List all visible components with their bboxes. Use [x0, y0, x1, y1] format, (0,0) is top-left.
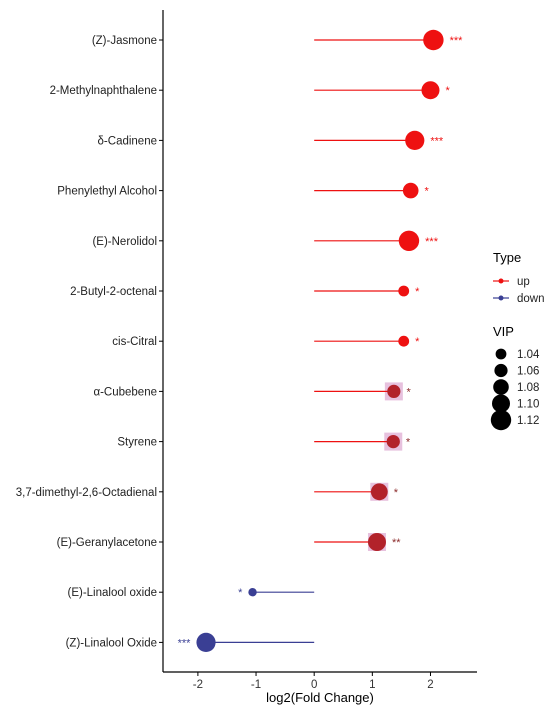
x-axis-title: log2(Fold Change)	[266, 690, 374, 705]
legend-key-dot	[498, 295, 504, 301]
axes: (Z)-Jasmone 2-Methylnaphthalene δ-Cadinene…	[16, 10, 477, 705]
significance-label: *	[415, 336, 420, 348]
significance-label: ***	[178, 637, 192, 649]
legend-size-dot	[495, 348, 507, 360]
lollipop-point	[398, 230, 420, 251]
legend-size-dot	[494, 363, 508, 378]
y-tick-label: 2-Butyl-2-octenal	[70, 286, 157, 298]
y-tick-label: Phenylethyl Alcohol	[57, 186, 157, 198]
y-tick-label: cis-Citral	[112, 336, 157, 348]
plot-area: **********************	[178, 29, 464, 653]
significance-label: ***	[425, 236, 439, 248]
y-tick-label: α-Cubebene	[93, 386, 157, 398]
y-tick-label: (E)-Linalool oxide	[68, 587, 158, 599]
lollipop-point	[398, 335, 410, 347]
y-tick-label: (E)-Geranylacetone	[57, 537, 157, 549]
significance-label: *	[238, 587, 243, 599]
significance-label: *	[394, 487, 399, 499]
significance-label: *	[406, 386, 411, 398]
x-tick-label: 2	[427, 679, 433, 691]
lollipop-point	[398, 285, 410, 297]
x-tick-label: -2	[193, 679, 203, 691]
y-tick-label: 3,7-dimethyl-2,6-Octadienal	[16, 487, 157, 499]
lollipop-point	[423, 29, 444, 51]
y-tick-label: (Z)-Linalool Oxide	[66, 637, 157, 649]
y-tick-label: Styrene	[117, 437, 157, 449]
legend-label: up	[517, 276, 530, 288]
lollipop-point	[367, 533, 386, 551]
legend-size-dot	[492, 394, 510, 413]
lollipop-point	[248, 588, 257, 597]
legend-size-dot	[493, 379, 509, 395]
legend-label: down	[517, 293, 545, 305]
y-tick-label: (E)-Nerolidol	[92, 236, 157, 248]
significance-label: **	[392, 537, 401, 549]
x-tick-label: -1	[251, 679, 261, 691]
legend-label: 1.12	[517, 415, 539, 427]
legend-label: 1.10	[517, 399, 539, 411]
y-tick-label: 2-Methylnaphthalene	[50, 85, 157, 97]
lollipop-point	[421, 81, 440, 100]
legend-label: 1.04	[517, 349, 540, 361]
lollipop-point	[386, 435, 400, 449]
significance-label: *	[425, 186, 430, 198]
significance-label: ***	[430, 135, 444, 147]
significance-label: *	[445, 85, 450, 97]
significance-label: *	[415, 286, 420, 298]
legend-title-type: Type	[493, 250, 521, 265]
significance-label: ***	[450, 35, 464, 47]
x-tick-label: 1	[369, 679, 375, 691]
y-tick-label: δ-Cadinene	[98, 135, 157, 147]
lollipop-point	[405, 130, 425, 150]
y-tick-label: (Z)-Jasmone	[92, 35, 157, 47]
legend-label: 1.06	[517, 366, 539, 378]
lollipop-point	[196, 632, 216, 653]
lollipop-point	[387, 384, 401, 398]
x-tick-label: 0	[311, 679, 317, 691]
lollipop-point	[402, 182, 419, 199]
legend-key-dot	[498, 278, 504, 284]
legend-title-vip: VIP	[493, 324, 514, 339]
legend-size-dot	[490, 409, 512, 431]
significance-label: *	[406, 437, 411, 449]
legend-label: 1.08	[517, 382, 539, 394]
lollipop-point	[370, 483, 388, 501]
